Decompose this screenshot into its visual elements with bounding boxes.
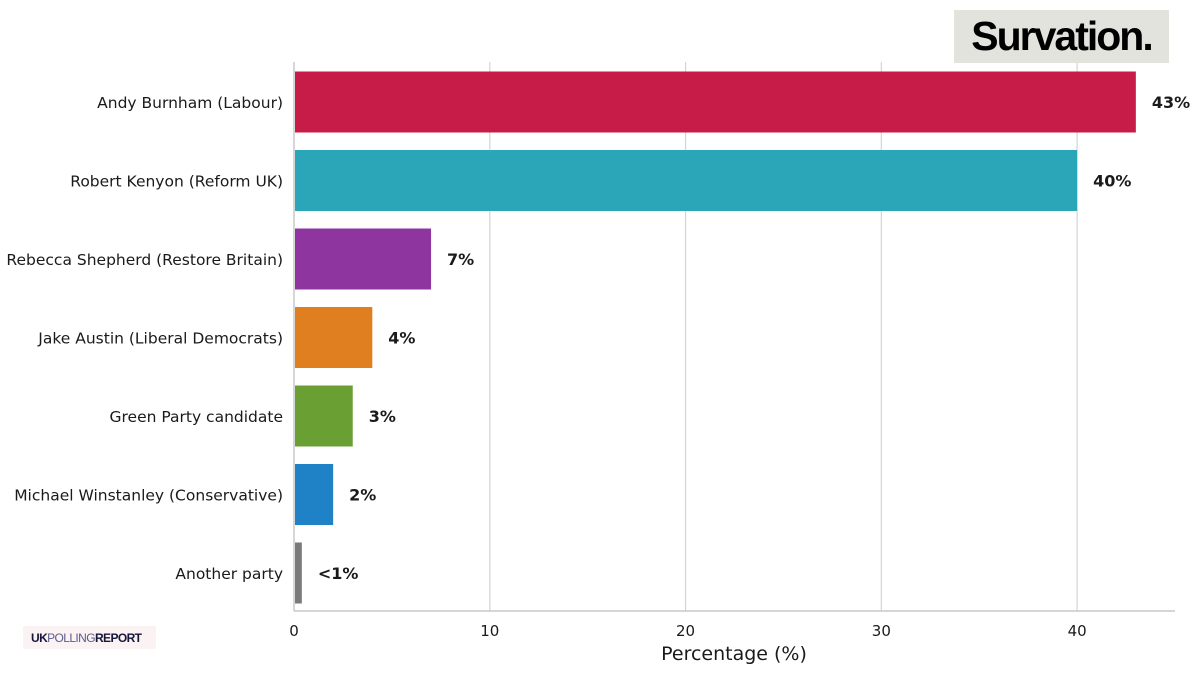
bar bbox=[295, 150, 1078, 211]
bar bbox=[295, 228, 432, 290]
category-label: Jake Austin (Liberal Democrats) bbox=[37, 330, 283, 348]
x-tick-label: 0 bbox=[289, 622, 299, 640]
category-label: Rebecca Shepherd (Restore Britain) bbox=[6, 251, 283, 269]
x-tick-label: 10 bbox=[480, 622, 499, 640]
category-label: Andy Burnham (Labour) bbox=[97, 94, 283, 112]
category-label: Green Party candidate bbox=[109, 408, 283, 426]
source-logo-part-uk: UK bbox=[31, 630, 48, 645]
value-label: <1% bbox=[318, 564, 359, 583]
gridlines bbox=[489, 62, 1078, 611]
category-label: Robert Kenyon (Reform UK) bbox=[70, 173, 283, 191]
value-label: 2% bbox=[349, 486, 376, 505]
source-logo-part-polling: POLLING bbox=[47, 630, 95, 645]
value-label: 43% bbox=[1152, 93, 1190, 112]
bar bbox=[295, 464, 334, 525]
x-axis-title: Percentage (%) bbox=[661, 643, 807, 665]
value-label: 40% bbox=[1093, 172, 1131, 191]
category-label: Another party bbox=[175, 565, 283, 583]
bar bbox=[295, 542, 302, 604]
uk-polling-report-logo: UK POLLING REPORT bbox=[23, 626, 156, 649]
x-tick-label: 40 bbox=[1068, 622, 1087, 640]
category-label: Michael Winstanley (Conservative) bbox=[14, 487, 283, 505]
value-label: 7% bbox=[447, 250, 474, 269]
survation-logo: Survation. bbox=[954, 10, 1169, 63]
survation-logo-text: Survation. bbox=[971, 13, 1153, 59]
bars bbox=[295, 71, 1136, 604]
source-logo-part-report: REPORT bbox=[94, 630, 142, 645]
value-label: 4% bbox=[388, 329, 415, 348]
bar bbox=[295, 71, 1136, 133]
x-tick-label: 30 bbox=[872, 622, 891, 640]
bar bbox=[295, 385, 353, 447]
axes bbox=[293, 62, 1175, 612]
x-tick-label: 20 bbox=[676, 622, 695, 640]
bar bbox=[295, 307, 373, 368]
value-label: 3% bbox=[369, 407, 396, 426]
labels: 0 10 20 30 40 Andy Burnham (Labour) 43% Robert … bbox=[6, 93, 1190, 640]
